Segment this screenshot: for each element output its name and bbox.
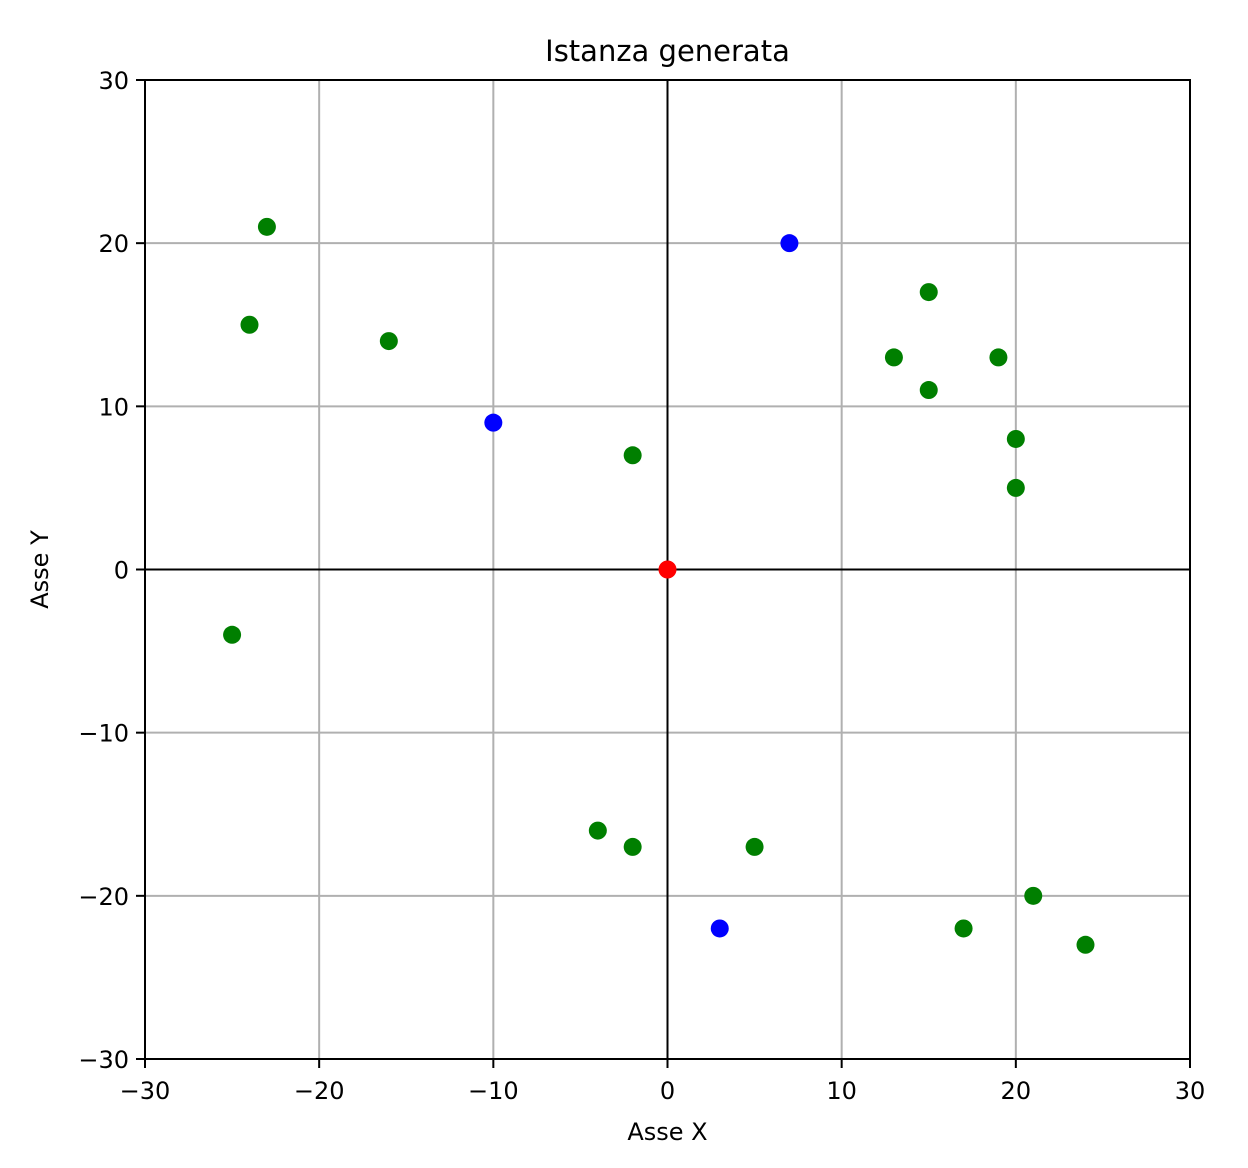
data-point: [710, 919, 729, 938]
y-tick-label: 10: [98, 393, 129, 421]
x-tick-label: 30: [1175, 1077, 1206, 1105]
data-point: [1024, 886, 1043, 905]
data-point: [223, 625, 242, 644]
data-point: [989, 348, 1008, 367]
data-point: [1006, 478, 1025, 497]
data-point: [257, 217, 276, 236]
data-point: [1006, 429, 1025, 448]
x-tick-label: 20: [1001, 1077, 1032, 1105]
x-axis-title: Asse X: [627, 1118, 707, 1146]
data-point: [588, 821, 607, 840]
data-point: [379, 332, 398, 351]
data-points: [223, 217, 1095, 954]
axis-ticks: −30 −20 −10 0 10 20 30 −30 −20 −10 0 10 20 30: [78, 67, 1205, 1105]
x-tick-label: −10: [468, 1077, 519, 1105]
y-tick-label: −10: [78, 720, 129, 748]
y-tick-label: 0: [114, 557, 129, 585]
data-point: [623, 837, 642, 856]
data-point: [623, 446, 642, 465]
data-point: [919, 283, 938, 302]
y-tick-label: 20: [98, 230, 129, 258]
y-tick-label: −20: [78, 883, 129, 911]
data-point: [780, 234, 799, 253]
x-tick-label: 10: [826, 1077, 857, 1105]
data-point: [484, 413, 503, 432]
y-axis-title: Asse Y: [26, 530, 54, 609]
data-point: [1076, 935, 1095, 954]
data-point: [658, 560, 677, 579]
data-point: [919, 381, 938, 400]
y-tick-label: 30: [98, 67, 129, 95]
data-point: [745, 837, 764, 856]
data-point: [884, 348, 903, 367]
data-point: [954, 919, 973, 938]
x-tick-label: −20: [294, 1077, 345, 1105]
chart-title: Istanza generata: [545, 34, 790, 68]
y-tick-label: −30: [78, 1046, 129, 1074]
x-tick-label: 0: [660, 1077, 675, 1105]
x-tick-label: −30: [120, 1077, 171, 1105]
data-point: [240, 315, 259, 334]
